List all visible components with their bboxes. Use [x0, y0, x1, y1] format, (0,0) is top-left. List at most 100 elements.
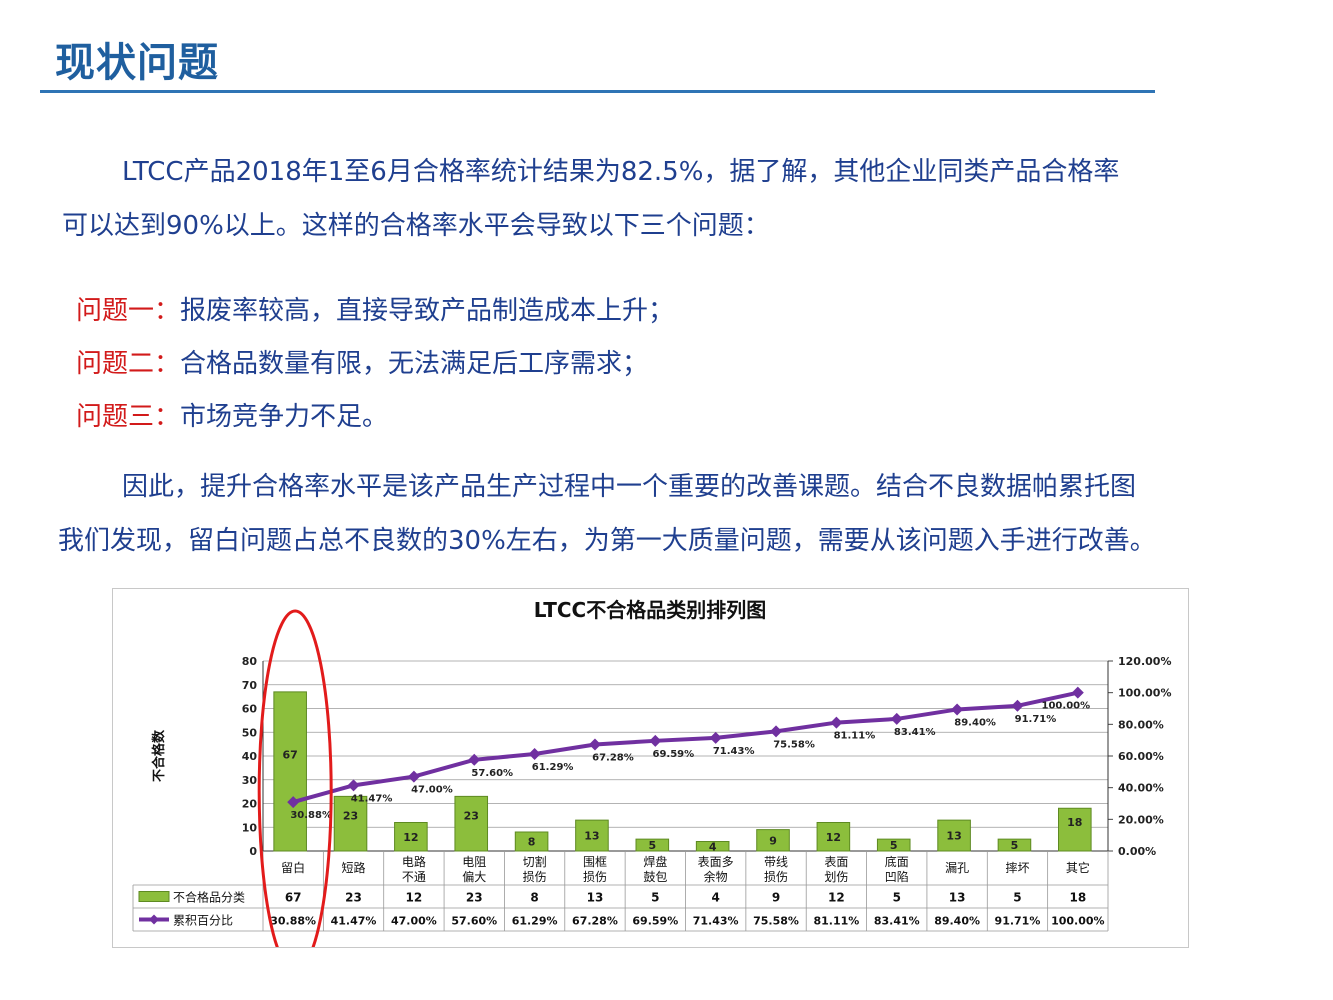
table-percent-cell: 75.58%	[753, 915, 799, 928]
problem-3: 问题三：市场竞争力不足。	[76, 396, 388, 433]
line-point-marker	[649, 734, 662, 747]
y2-tick-label: 120.00%	[1118, 655, 1171, 668]
bar	[394, 822, 428, 852]
table-percent-cell: 71.43%	[693, 915, 739, 928]
bar	[514, 831, 549, 852]
line-value-label: 100.00%	[1042, 701, 1091, 712]
cumulative-line	[292, 690, 1079, 805]
line-point-marker	[468, 753, 481, 766]
table-count-cell: 12	[406, 891, 423, 905]
bar-value-label: 12	[826, 831, 841, 844]
x-category-label: 表面划伤	[824, 855, 848, 884]
bar	[937, 819, 971, 852]
table-count-cell: 12	[828, 891, 845, 905]
y-axis-label: 不合格数	[151, 729, 167, 782]
highlight-ellipse	[257, 609, 333, 947]
line-value-label: 69.59%	[652, 749, 694, 760]
table-percent-cell: 57.60%	[451, 915, 497, 928]
table-percent-cell: 30.88%	[270, 915, 316, 928]
conclusion-line-2: 我们发现，留白问题占总不良数的30%左右，为第一大质量问题，需要从该问题入手进行…	[58, 526, 1156, 556]
page-title: 现状问题	[55, 39, 219, 86]
problem-2: 问题二：合格品数量有限，无法满足后工序需求；	[76, 343, 648, 380]
line-value-label: 47.00%	[411, 785, 453, 796]
line-value-label: 81.11%	[834, 731, 876, 742]
bar	[816, 822, 851, 852]
legend-bar-key	[138, 891, 170, 902]
x-category-label: 围框损伤	[583, 855, 607, 884]
x-category-label: 底面凹陷	[885, 854, 909, 884]
y2-tick-label: 80.00%	[1118, 718, 1164, 731]
line-point-marker	[588, 738, 601, 751]
table-count-cell: 67	[285, 891, 302, 905]
bar-value-label: 18	[1067, 816, 1082, 829]
intro-line-2: 可以达到90%以上。这样的合格率水平会导致以下三个问题：	[62, 211, 770, 241]
bar-value-label: 9	[769, 834, 777, 847]
line-point-marker	[287, 796, 300, 809]
x-category-label: 表面多余物	[698, 855, 734, 884]
legend-bar-label: 不合格品分类	[173, 890, 245, 905]
line-point-marker	[890, 712, 903, 725]
line-value-label: 89.40%	[954, 717, 996, 728]
table-percent-cell: 41.47%	[331, 915, 377, 928]
bar	[876, 838, 911, 852]
problem-2-label: 问题二：	[76, 349, 181, 379]
line-value-label: 75.58%	[773, 739, 815, 750]
line-value-label: 30.88%	[290, 810, 332, 821]
table-percent-cell: 67.28%	[572, 915, 618, 928]
bar-value-label: 23	[464, 809, 479, 822]
bar-value-label: 23	[343, 809, 358, 822]
conclusion-line-1: 因此，提升合格率水平是该产品生产过程中一个重要的改善课题。结合不良数据帕累托图	[122, 472, 1137, 502]
y-tick-label: 30	[242, 774, 258, 787]
table-count-cell: 23	[345, 891, 362, 905]
bar	[333, 795, 368, 852]
table-count-cell: 4	[711, 891, 719, 905]
y2-tick-label: 60.00%	[1118, 750, 1164, 763]
pareto-chart: LTCC不合格品类别排列图 0 10 20 30 40 50 60 70 80 0.00% 20.00…	[132, 598, 1171, 947]
y-tick-label: 50	[242, 726, 258, 739]
line-point-marker	[407, 770, 420, 783]
line-point-marker	[951, 703, 964, 716]
bar-value-label: 8	[528, 836, 536, 849]
y2-tick-label: 40.00%	[1118, 782, 1164, 795]
y-tick-label: 10	[242, 821, 258, 834]
bar-value-label: 12	[403, 831, 418, 844]
y2-tick-label: 100.00%	[1118, 687, 1171, 700]
bar-value-label: 13	[946, 830, 961, 843]
title-underline	[40, 90, 1155, 93]
x-category-label: 电路不通	[402, 854, 426, 884]
line-value-label: 67.28%	[592, 752, 634, 763]
table-count-cell: 5	[1013, 891, 1021, 905]
problem-3-label: 问题三：	[76, 402, 181, 432]
y-tick-label: 0	[249, 845, 257, 858]
line-point-marker	[1011, 699, 1024, 712]
line-value-label: 57.60%	[471, 768, 513, 779]
line-value-label: 71.43%	[713, 746, 755, 757]
line-value-label: 83.41%	[894, 727, 936, 738]
problem-3-text: 市场竞争力不足。	[180, 402, 389, 432]
y-tick-label: 60	[242, 703, 258, 716]
x-category-label: 摔坏	[1005, 861, 1029, 875]
table-percent-cell: 100.00%	[1051, 915, 1104, 928]
bar	[756, 829, 790, 852]
x-category-label: 切割损伤	[523, 854, 547, 884]
table-count-cell: 23	[466, 891, 483, 905]
bar	[1058, 807, 1092, 852]
problem-1-text: 报废率较高，直接导致产品制造成本上升；	[180, 296, 675, 326]
y2-tick-label: 0.00%	[1118, 845, 1156, 858]
table-count-cell: 8	[530, 891, 538, 905]
line-point-marker	[528, 747, 541, 760]
problem-1: 问题一：报废率较高，直接导致产品制造成本上升；	[76, 290, 674, 327]
bar	[635, 838, 670, 852]
bar-value-label: 5	[1011, 839, 1019, 852]
chart-title: LTCC不合格品类别排列图	[534, 598, 766, 622]
x-category-label: 焊盘鼓包	[643, 854, 667, 884]
bar-value-label: 5	[648, 839, 656, 852]
x-category-label: 带线损伤	[764, 855, 788, 884]
bar	[575, 819, 609, 852]
bar	[454, 795, 489, 852]
bar-value-label: 67	[283, 749, 298, 762]
y-tick-label: 70	[242, 679, 258, 692]
legend-line-label: 累积百分比	[173, 914, 233, 928]
table-percent-cell: 83.41%	[874, 915, 920, 928]
intro-line-1: LTCC产品2018年1至6月合格率统计结果为82.5%，据了解，其他企业同类产…	[122, 157, 1120, 187]
